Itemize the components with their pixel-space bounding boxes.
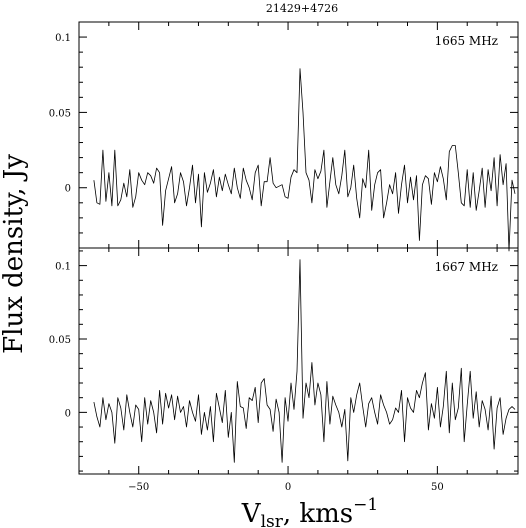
x-axis-label-main: V bbox=[241, 499, 262, 528]
panel-frame-bottom bbox=[78, 247, 519, 475]
x-tick-label: −50 bbox=[128, 482, 149, 493]
x-axis-label-subscript: lsr bbox=[261, 512, 284, 528]
y-tick-label-top: 0.05 bbox=[49, 108, 71, 119]
frequency-label-top: 1665 MHz bbox=[435, 34, 498, 48]
panel-frame-top bbox=[78, 21, 519, 249]
y-tick-label-top: 0 bbox=[65, 184, 71, 195]
y-tick-label-top: 0.1 bbox=[55, 33, 71, 44]
panel-1667-mhz: 0.1 0.05 0 1667 MHz bbox=[49, 247, 519, 475]
y-tick-label-bottom: 0 bbox=[65, 408, 71, 419]
spectrum-line-top bbox=[93, 68, 516, 252]
x-axis-label-units: , kms bbox=[283, 499, 353, 528]
x-axis-label-exponent: −1 bbox=[353, 495, 378, 515]
x-tick-label: 0 bbox=[285, 482, 291, 493]
panel-1665-mhz: 0.1 0.05 0 1665 MHz bbox=[49, 21, 519, 252]
y-axis-label: Flux density, Jy bbox=[0, 154, 29, 354]
x-axis-label: Vlsr, kms−1 bbox=[241, 495, 378, 528]
chart-title: 21429+4726 bbox=[266, 2, 338, 15]
x-tick-labels: −50 0 50 bbox=[128, 482, 444, 493]
x-tick-label: 50 bbox=[431, 482, 444, 493]
y-tick-label-bottom: 0.1 bbox=[55, 262, 71, 273]
y-tick-label-bottom: 0.05 bbox=[49, 335, 71, 346]
frequency-label-bottom: 1667 MHz bbox=[435, 260, 498, 274]
spectrum-line-bottom bbox=[93, 259, 516, 463]
